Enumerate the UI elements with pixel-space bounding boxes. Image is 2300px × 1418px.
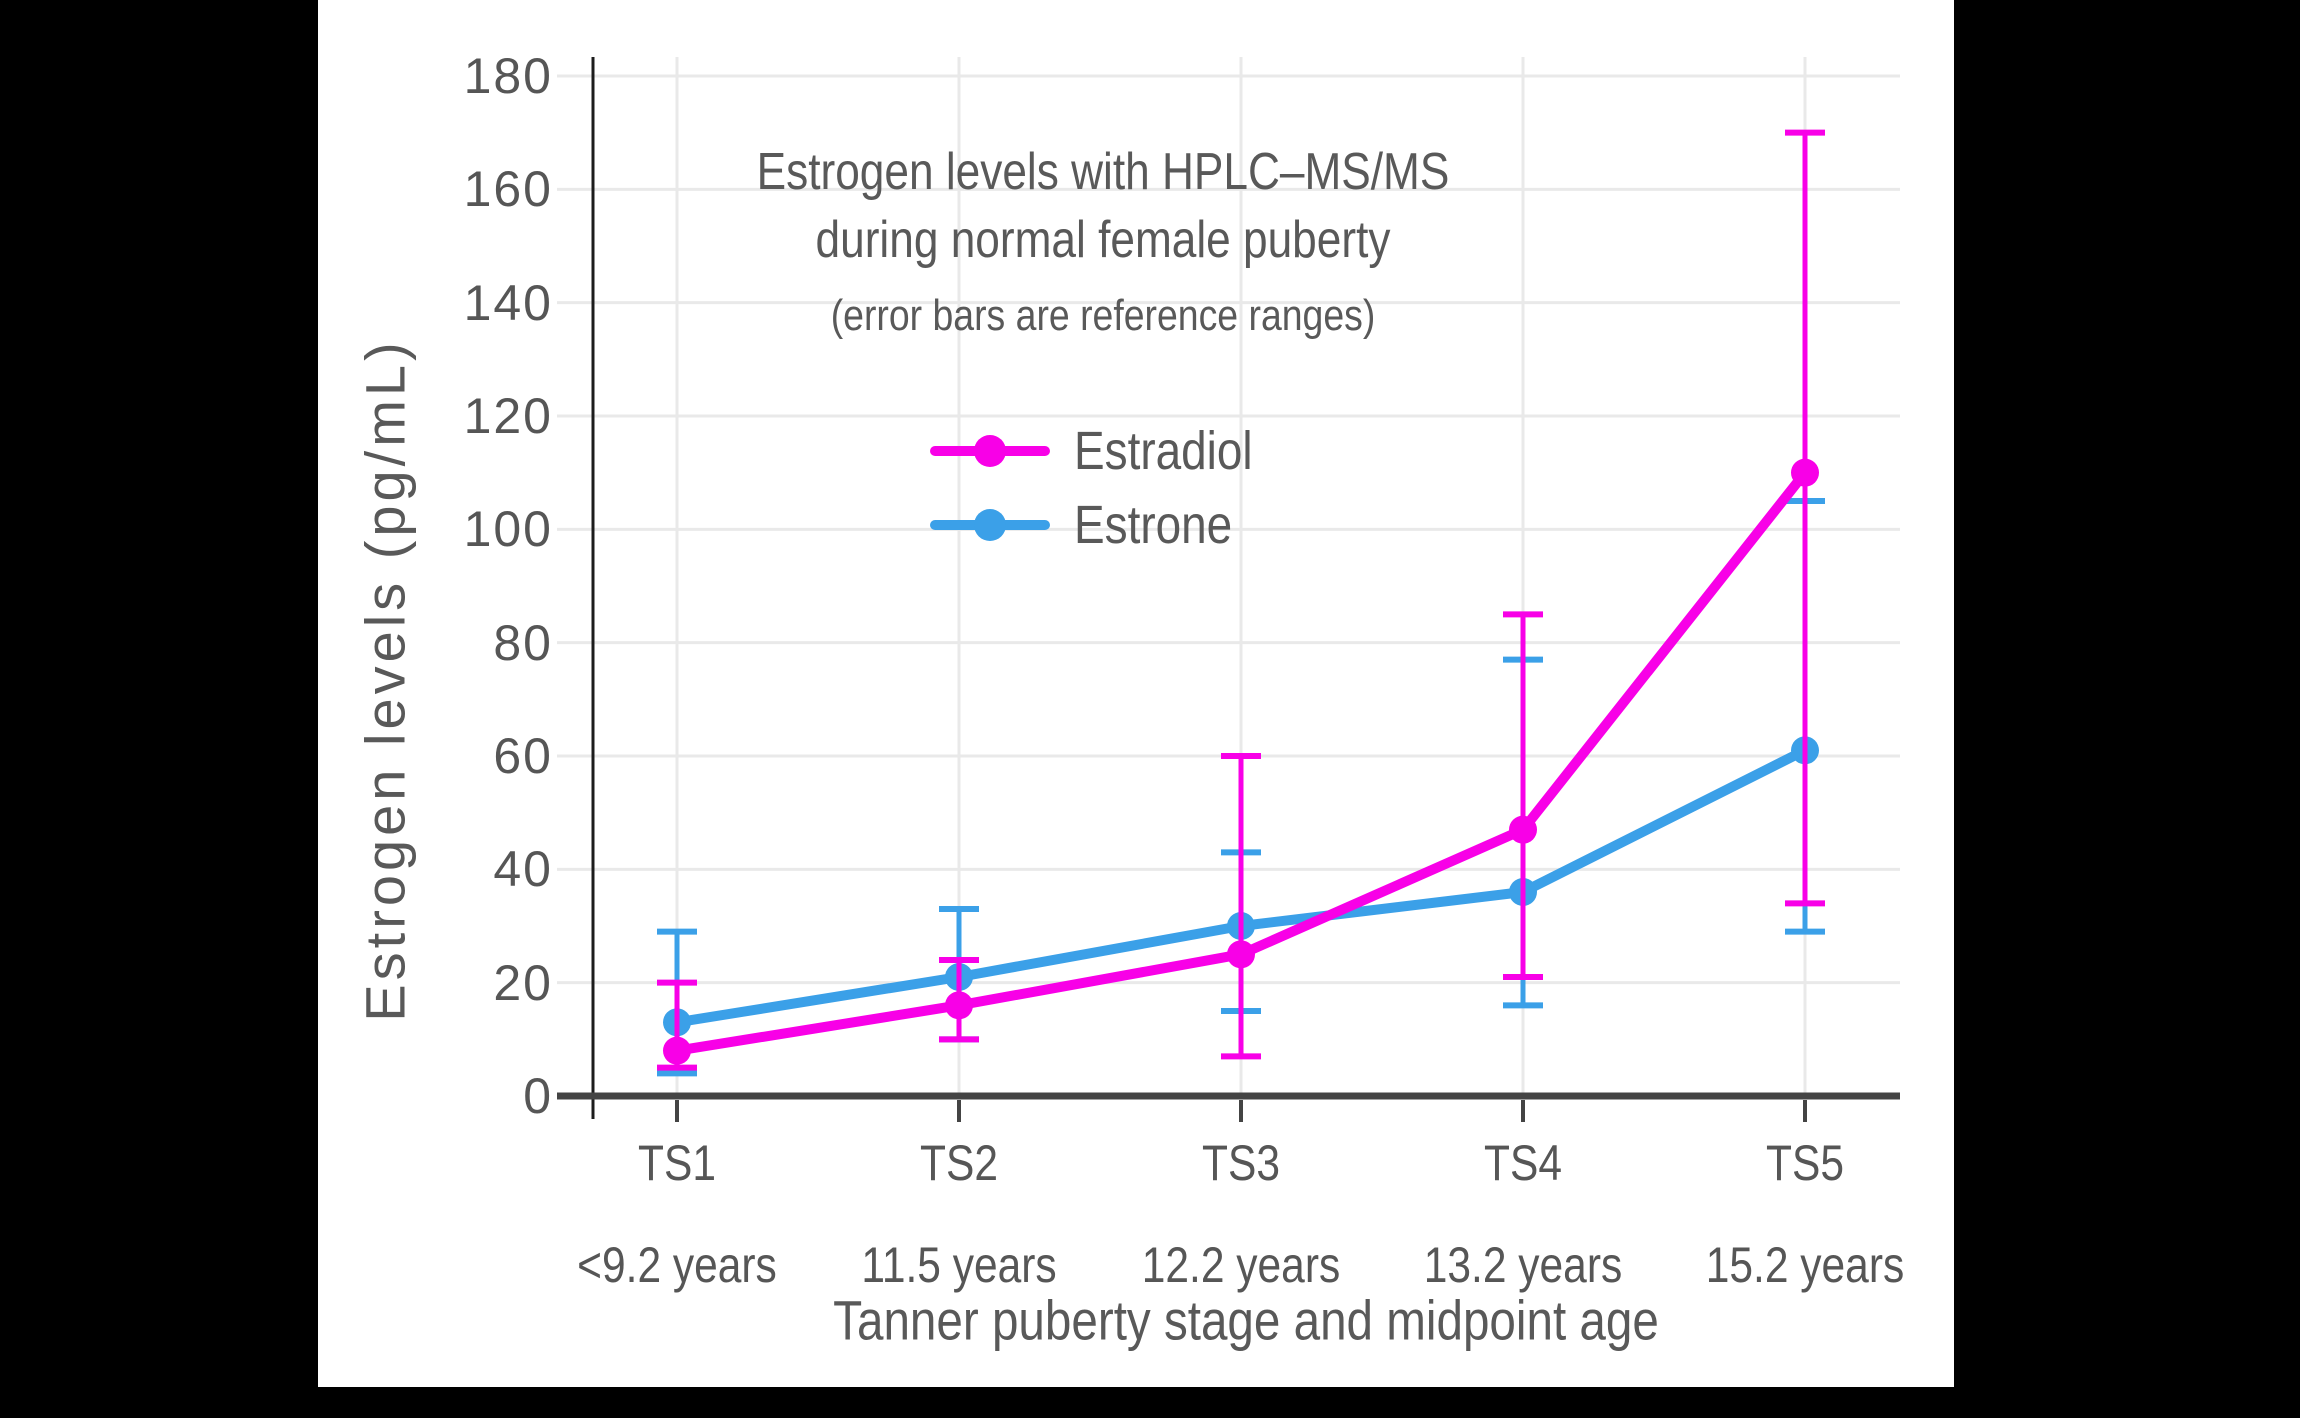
x-tick-age-label-TS1: <9.2 years	[560, 1236, 795, 1294]
y-tick-label-140: 140	[463, 274, 553, 331]
x-tick-label-TS3: TS3	[1195, 1134, 1287, 1192]
x-tick-label-TS1: TS1	[631, 1134, 723, 1192]
legend: Estradiol Estrone	[930, 414, 1284, 562]
chart-subtitle: (error bars are reference ranges)	[783, 291, 1424, 341]
y-tick-label-60: 60	[493, 728, 553, 784]
y-tick-label-20: 20	[493, 954, 553, 1011]
estradiol-point-TS4	[1509, 815, 1537, 844]
y-tick-label-180: 180	[463, 48, 553, 104]
estradiol-dot-sample	[974, 435, 1006, 467]
y-tick-label-80: 80	[493, 614, 553, 671]
chart-title-line2-text: during normal female puberty	[815, 211, 1391, 269]
x-tick-stage-text: TS2	[920, 1135, 998, 1191]
chart-title-line2: during normal female puberty	[765, 210, 1441, 270]
x-tick-label-TS5: TS5	[1759, 1134, 1851, 1192]
chart-subtitle-text: (error bars are reference ranges)	[830, 291, 1376, 340]
chart-title-line1: Estrogen levels with HPLC–MS/MS	[696, 142, 1511, 202]
y-tick-label-120: 120	[463, 388, 553, 444]
x-axis-title: Tanner puberty stage and midpoint age	[760, 1288, 1731, 1353]
x-tick-label-TS4: TS4	[1477, 1134, 1569, 1192]
chart-title-line1-text: Estrogen levels with HPLC–MS/MS	[756, 143, 1450, 201]
x-tick-age-label-TS5: 15.2 years	[1688, 1236, 1921, 1294]
x-tick-age-text: 11.5 years	[861, 1237, 1057, 1293]
estradiol-point-TS1	[663, 1036, 691, 1065]
x-tick-label-TS2: TS2	[913, 1134, 1005, 1192]
y-tick-label-40: 40	[493, 841, 553, 898]
estradiol-point-TS2	[945, 991, 973, 1020]
x-tick-stage-text: TS3	[1202, 1135, 1280, 1191]
legend-label-estradiol-text: Estradiol	[1074, 421, 1253, 481]
x-tick-age-text: <9.2 years	[577, 1237, 777, 1293]
legend-label-estrone: Estrone	[1074, 494, 1260, 556]
estrone-marker-swatch	[930, 507, 1050, 543]
x-tick-age-label-TS2: 11.5 years	[844, 1236, 1074, 1294]
y-tick-label-100: 100	[463, 501, 553, 558]
legend-item-estrone: Estrone	[930, 488, 1284, 562]
x-tick-age-label-TS3: 12.2 years	[1124, 1236, 1357, 1294]
x-tick-age-text: 13.2 years	[1423, 1237, 1623, 1293]
y-tick-label-0: 0	[523, 1068, 553, 1124]
x-tick-age-text: 12.2 years	[1141, 1237, 1341, 1293]
x-tick-stage-text: TS4	[1484, 1135, 1562, 1191]
x-tick-age-label-TS4: 13.2 years	[1406, 1236, 1639, 1294]
x-tick-age-text: 15.2 years	[1705, 1237, 1905, 1293]
x-tick-stage-text: TS5	[1766, 1135, 1844, 1191]
legend-label-estrone-text: Estrone	[1074, 495, 1233, 555]
legend-label-estradiol: Estradiol	[1074, 420, 1284, 482]
estradiol-marker-swatch	[930, 433, 1050, 469]
estrone-dot-sample	[974, 509, 1006, 541]
y-tick-label-160: 160	[463, 161, 553, 218]
estradiol-point-TS3	[1227, 940, 1255, 969]
legend-item-estradiol: Estradiol	[930, 414, 1284, 488]
estradiol-point-TS5	[1791, 458, 1819, 487]
x-tick-stage-text: TS1	[638, 1135, 716, 1191]
x-axis-title-text: Tanner puberty stage and midpoint age	[833, 1288, 1659, 1352]
chart-background	[318, 0, 1954, 1387]
